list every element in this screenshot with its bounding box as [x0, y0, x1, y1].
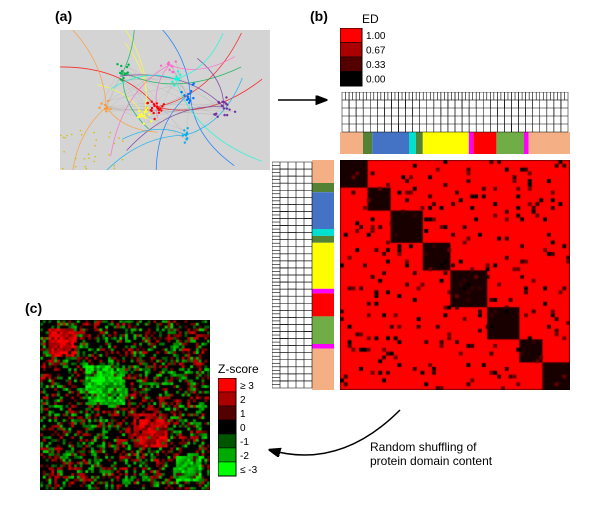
- svg-text:-1: -1: [240, 437, 249, 448]
- svg-text:2: 2: [240, 395, 246, 406]
- zscore-legend: ≥ 3 2 1 0 -1 -2 ≤ -3: [218, 378, 288, 478]
- svg-text:1: 1: [240, 409, 246, 420]
- svg-text:0.33: 0.33: [366, 60, 386, 71]
- svg-text:0.00: 0.00: [366, 74, 386, 85]
- dendrogram-left: [272, 160, 334, 390]
- zscore-legend-title: Z-score: [218, 362, 259, 376]
- svg-text:≤ -3: ≤ -3: [240, 465, 258, 476]
- zscore-heatmap: [40, 320, 210, 490]
- dendrogram-top: [340, 92, 570, 154]
- svg-text:1.00: 1.00: [366, 31, 386, 42]
- ed-heatmap: [340, 160, 570, 390]
- ed-legend: 1.00 0.67 0.33 0.00: [340, 28, 410, 90]
- svg-text:≥ 3: ≥ 3: [240, 381, 254, 392]
- svg-text:-2: -2: [240, 451, 249, 462]
- svg-text:0.67: 0.67: [366, 45, 386, 56]
- svg-text:0: 0: [240, 423, 246, 434]
- shuffle-annotation: Random shuffling of protein domain conte…: [370, 440, 492, 469]
- ed-legend-title: ED: [362, 12, 379, 26]
